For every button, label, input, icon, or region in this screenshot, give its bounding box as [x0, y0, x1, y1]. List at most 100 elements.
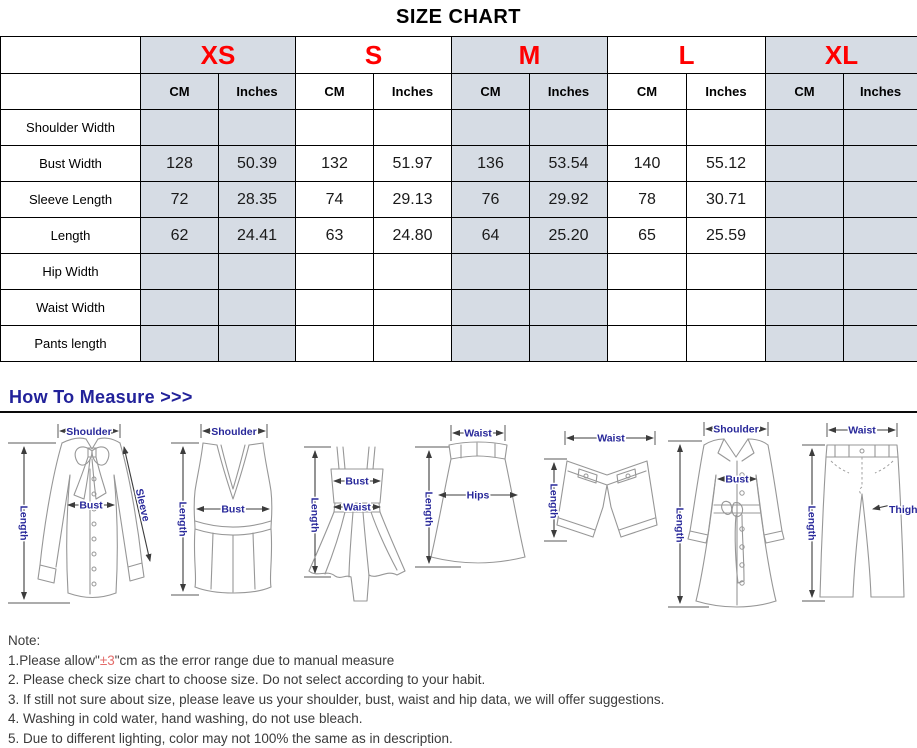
sketch-label-thigh: Thigh	[889, 504, 917, 516]
table-row: Shoulder Width	[0, 109, 917, 146]
value-cell: 63	[295, 217, 374, 254]
unit-header-xs-inches: Inches	[218, 73, 296, 110]
value-cell: 29.13	[373, 181, 452, 218]
value-cell	[218, 325, 296, 362]
sketch-label-waist: Waist	[597, 433, 625, 445]
unit-header-l-cm: CM	[607, 73, 688, 110]
table-row: Pants length	[0, 325, 917, 362]
value-cell	[295, 289, 374, 326]
value-cell: 24.80	[373, 217, 452, 254]
value-cell: 72	[140, 181, 219, 218]
sketch-label-waist: Waist	[343, 502, 371, 514]
value-cell: 64	[451, 217, 530, 254]
measurement-label: Shoulder Width	[0, 109, 141, 146]
unit-header-xl-cm: CM	[765, 73, 845, 110]
note-line-1: 1.Please allow"±3"cm as the error range …	[8, 651, 917, 671]
value-cell	[295, 253, 374, 290]
value-cell	[765, 253, 845, 290]
value-cell	[686, 325, 767, 362]
note-line-3: 3. If still not sure about size, please …	[8, 691, 665, 707]
unit-header-l-inches: Inches	[686, 73, 767, 110]
unit-header-row: CM Inches CM Inches CM Inches CM Inches CM Inches	[0, 73, 917, 110]
table-row: Length 62 24.41 63 24.80 64 25.20 65 25.59	[0, 217, 917, 254]
table-row: Waist Width	[0, 289, 917, 326]
sketch-label-length: Length	[17, 506, 29, 541]
value-cell	[451, 253, 530, 290]
value-cell	[218, 289, 296, 326]
value-cell: 51.97	[373, 145, 452, 182]
value-cell	[843, 325, 917, 362]
value-cell: 25.59	[686, 217, 767, 254]
skirt-sketch: Waist Hips Length	[415, 425, 526, 568]
measure-sketches: Shoulder Length Bust Sleeve Shoulder Len…	[0, 417, 917, 621]
value-cell	[607, 289, 688, 326]
sketch-label-waist: Waist	[848, 425, 876, 437]
value-cell	[686, 253, 767, 290]
value-cell: 74	[295, 181, 374, 218]
page-title: SIZE CHART	[396, 6, 521, 28]
sketch-label-bust: Bust	[345, 476, 369, 488]
shorts-sketch: Waist Length	[544, 431, 658, 542]
unit-header-xs-cm: CM	[140, 73, 219, 110]
sketch-label-bust: Bust	[725, 474, 749, 486]
sketch-label-length: Length	[805, 506, 817, 541]
sketch-label-length: Length	[673, 508, 685, 543]
value-cell	[528, 325, 609, 362]
value-cell: 128	[140, 145, 219, 182]
value-cell: 55.12	[686, 145, 767, 182]
value-cell: 76	[451, 181, 530, 218]
value-cell	[765, 289, 845, 326]
value-cell: 140	[607, 145, 688, 182]
value-cell: 62	[140, 217, 219, 254]
sketch-label-hips: Hips	[467, 490, 490, 502]
value-cell	[607, 253, 688, 290]
size-header-xs: XS	[140, 36, 296, 74]
measure-divider	[0, 411, 917, 413]
sketch-label-length: Length	[422, 492, 434, 527]
size-header-l: L	[607, 36, 767, 74]
note-line-5: 5. Due to different lighting, color may …	[8, 730, 453, 746]
sketch-label-length: Length	[308, 498, 320, 533]
corner-cell	[0, 36, 141, 74]
value-cell: 25.20	[528, 217, 609, 254]
measurement-label: Bust Width	[0, 145, 141, 182]
coat-sketch: Shoulder Bust Length	[668, 422, 785, 608]
value-cell: 65	[607, 217, 688, 254]
value-cell	[218, 109, 296, 146]
measurement-label: Sleeve Length	[0, 181, 141, 218]
value-cell	[765, 217, 845, 254]
value-cell	[686, 289, 767, 326]
value-cell: 132	[295, 145, 374, 182]
value-cell	[140, 289, 219, 326]
value-cell: 28.35	[218, 181, 296, 218]
value-cell: 24.41	[218, 217, 296, 254]
unit-header-s-inches: Inches	[373, 73, 452, 110]
note-line-4: 4. Washing in cold water, hand washing, …	[8, 711, 363, 726]
value-cell	[765, 109, 845, 146]
value-cell	[843, 289, 917, 326]
table-row: Sleeve Length 72 28.35 74 29.13 76 29.92 78 30.7…	[0, 181, 917, 218]
measurement-label: Length	[0, 217, 141, 254]
unit-header-m-cm: CM	[451, 73, 530, 110]
pants-sketch: Waist Thigh Length	[802, 423, 917, 602]
value-cell	[373, 253, 452, 290]
unit-header-xl-inches: Inches	[843, 73, 917, 110]
measurement-label: Pants length	[0, 325, 141, 362]
value-cell	[373, 109, 452, 146]
table-row: Hip Width	[0, 253, 917, 290]
value-cell	[843, 109, 917, 146]
value-cell	[528, 289, 609, 326]
measure-heading: How To Measure >>>	[9, 387, 193, 407]
value-cell	[451, 325, 530, 362]
sketch-label-bust: Bust	[79, 500, 103, 512]
sketch-label-shoulder: Shoulder	[66, 426, 112, 438]
value-cell	[373, 325, 452, 362]
blouse-sketch: Shoulder Length Bust Sleeve	[8, 424, 153, 604]
value-cell: 30.71	[686, 181, 767, 218]
value-cell	[295, 325, 374, 362]
size-chart-table: XS S M L XL CM Inches CM Inches CM Inches CM Inches C…	[0, 36, 917, 362]
error-range-highlight: ±3	[99, 652, 115, 668]
sketch-label-bust: Bust	[221, 504, 245, 516]
value-cell	[140, 325, 219, 362]
value-cell	[843, 181, 917, 218]
